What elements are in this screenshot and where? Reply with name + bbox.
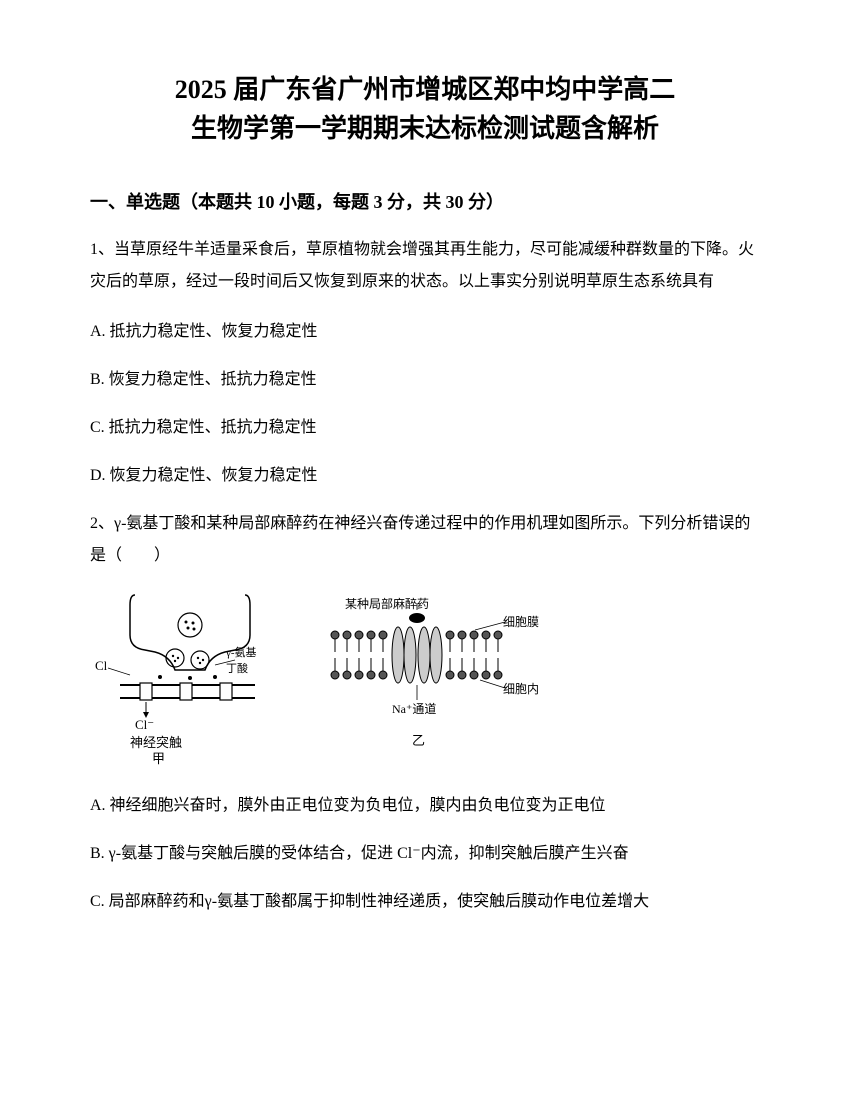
question-1-option-a: A. 抵抗力稳定性、恢复力稳定性 [90, 316, 760, 348]
diagram-container: Cl γ-氨基丁酸 Cl⁻ 神经突触 甲 [100, 590, 760, 770]
title-line-2: 生物学第一学期期末达标检测试题含解析 [191, 114, 659, 143]
question-1-text: 1、当草原经牛羊适量采食后，草原植物就会增强其再生能力，尽可能减缓种群数量的下降… [90, 234, 760, 298]
synapse-svg [100, 590, 280, 770]
cl-label: Cl [95, 658, 107, 674]
question-1-option-d: D. 恢复力稳定性、恢复力稳定性 [90, 460, 760, 492]
question-1-option-b: B. 恢复力稳定性、抵抗力稳定性 [90, 364, 760, 396]
question-2-option-a: A. 神经细胞兴奋时，膜外由正电位变为负电位，膜内由负电位变为正电位 [90, 790, 760, 822]
diagram-synapse: Cl γ-氨基丁酸 Cl⁻ 神经突触 甲 [100, 590, 280, 770]
gamma-label: γ-氨基丁酸 [226, 644, 257, 676]
jia-label: 甲 [152, 748, 165, 767]
document-title: 2025 届广东省广州市增城区郑中均中学高二 生物学第一学期期末达标检测试题含解… [90, 70, 760, 148]
question-2-option-c: C. 局部麻醉药和γ-氨基丁酸都属于抑制性神经递质，使突触后膜动作电位差增大 [90, 886, 760, 918]
title-line-1: 2025 届广东省广州市增城区郑中均中学高二 [175, 75, 676, 104]
na-channel-label: Na⁺通道 [392, 700, 436, 717]
diagram-membrane: 某种局部麻醉药 细胞膜 细胞内 Na⁺通道 乙 [320, 600, 540, 760]
section-header: 一、单选题（本题共 10 小题，每题 3 分，共 30 分） [90, 188, 760, 214]
cl-minus-label: Cl⁻ [135, 717, 154, 733]
question-1-option-c: C. 抵抗力稳定性、抵抗力稳定性 [90, 412, 760, 444]
membrane-label: 细胞膜 [503, 613, 539, 630]
question-2-option-b: B. γ-氨基丁酸与突触后膜的受体结合，促进 Cl⁻内流，抑制突触后膜产生兴奋 [90, 838, 760, 870]
question-2-text: 2、γ-氨基丁酸和某种局部麻醉药在神经兴奋传递过程中的作用机理如图所示。下列分析… [90, 508, 760, 572]
anesthetic-label: 某种局部麻醉药 [345, 595, 429, 612]
inside-label: 细胞内 [503, 680, 539, 697]
yi-label: 乙 [412, 730, 425, 749]
